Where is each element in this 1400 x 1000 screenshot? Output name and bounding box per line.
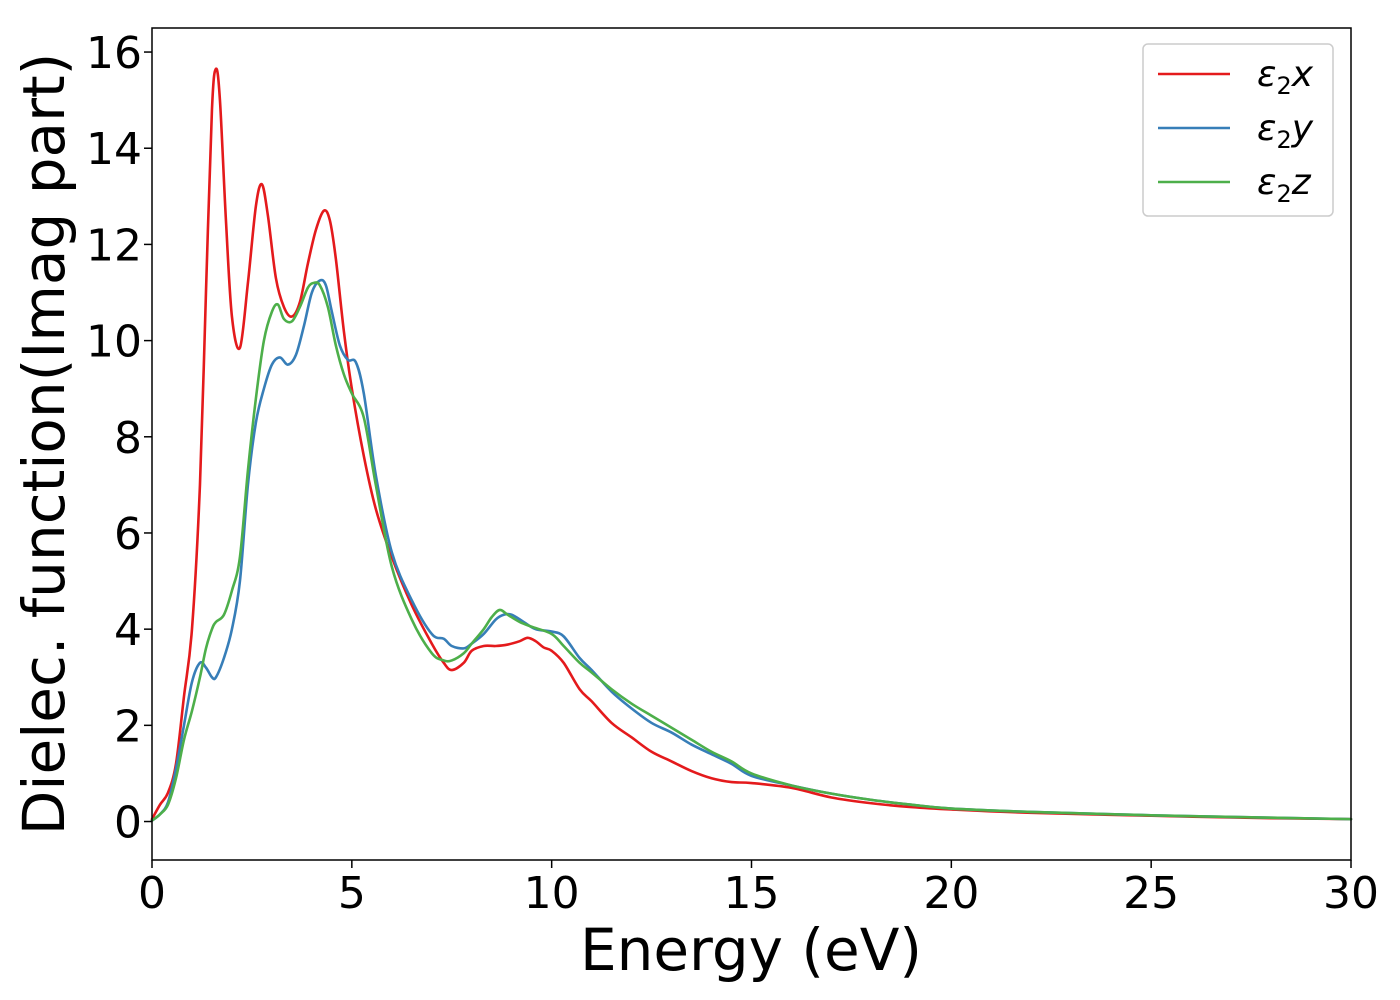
y-tick-label: 6 [114, 509, 142, 560]
y-tick-label: 10 [86, 317, 142, 368]
y-tick-label: 12 [86, 220, 142, 271]
legend-box [1142, 43, 1334, 217]
x-tick-label: 5 [338, 868, 366, 919]
x-tick-label: 30 [1323, 868, 1379, 919]
y-axis-title: Dielec. function(Imag part) [10, 53, 78, 836]
x-tick-label: 15 [724, 868, 780, 919]
y-tick-label: 16 [86, 28, 142, 79]
legend-label-z: ε2z [1257, 162, 1312, 208]
x-tick-label: 10 [524, 868, 580, 919]
x-axis: 0 5 10 15 20 25 30 [138, 860, 1379, 919]
legend-label-x: ε2x [1257, 54, 1314, 100]
x-tick-label: 20 [923, 868, 979, 919]
x-axis-title: Energy (eV) [580, 916, 922, 984]
legend: ε2x ε2y ε2z [1142, 43, 1334, 217]
series-layer [150, 67, 1353, 822]
y-tick-label: 2 [114, 701, 142, 752]
y-tick-label: 14 [86, 124, 142, 175]
x-tick-label: 25 [1123, 868, 1179, 919]
y-tick-label: 0 [114, 798, 142, 849]
x-tick-label: 0 [138, 868, 166, 919]
y-axis: 0 2 4 6 8 10 12 14 16 [86, 28, 152, 849]
y-tick-label: 4 [114, 605, 142, 656]
series-line-z [150, 281, 1353, 822]
series-line-y [150, 278, 1353, 822]
legend-label-y: ε2y [1257, 108, 1314, 154]
y-tick-label: 8 [114, 413, 142, 464]
